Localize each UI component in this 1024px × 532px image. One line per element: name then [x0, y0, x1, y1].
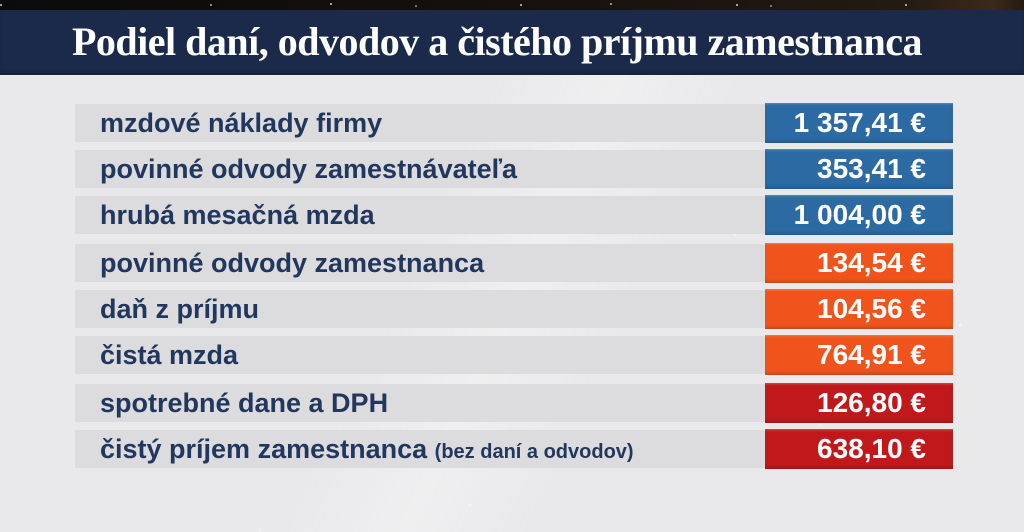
row-value: 104,56 €	[765, 289, 953, 329]
row-label: povinné odvody zamestnanca	[75, 244, 484, 282]
row-label-note: (bez daní a odvodov)	[434, 441, 634, 463]
row-label-text: daň z príjmu	[100, 294, 260, 324]
table-row: čistý príjem zamestnanca (bez daní a odv…	[75, 429, 953, 469]
table-row: povinné odvody zamestnávateľa 353,41 €	[75, 149, 953, 189]
table-row: hrubá mesačná mzda 1 004,00 €	[75, 195, 953, 235]
row-label-text: povinné odvody zamestnanca	[100, 248, 485, 278]
table-row: spotrebné dane a DPH 126,80 €	[75, 383, 953, 423]
content-area: mzdové náklady firmy 1 357,41 € povinné …	[0, 75, 1024, 532]
row-label: spotrebné dane a DPH	[75, 384, 388, 422]
row-label-text: čistý príjem zamestnanca	[100, 434, 428, 464]
background-photo-strip	[0, 0, 1024, 10]
row-label: povinné odvody zamestnávateľa	[75, 150, 517, 188]
row-value: 353,41 €	[765, 149, 953, 189]
row-value: 1 357,41 €	[765, 103, 953, 143]
table-row: mzdové náklady firmy 1 357,41 €	[75, 103, 953, 143]
table-row: čistá mzda 764,91 €	[75, 335, 953, 375]
title-bar: Podiel daní, odvodov a čistého príjmu za…	[0, 10, 1024, 75]
row-value: 134,54 €	[765, 243, 953, 283]
row-value: 638,10 €	[765, 429, 953, 469]
page-title: Podiel daní, odvodov a čistého príjmu za…	[72, 19, 922, 64]
data-table: mzdové náklady firmy 1 357,41 € povinné …	[75, 103, 953, 476]
city-lights-specks	[0, 4, 2, 6]
row-label-text: povinné odvody zamestnávateľa	[100, 154, 518, 184]
row-label-text: spotrebné dane a DPH	[100, 388, 389, 418]
table-row: povinné odvody zamestnanca 134,54 €	[75, 243, 953, 283]
row-label-text: čistá mzda	[100, 340, 239, 370]
row-label: daň z príjmu	[75, 290, 259, 328]
row-value: 126,80 €	[765, 383, 953, 423]
row-label-text: hrubá mesačná mzda	[100, 200, 375, 230]
row-label-text: mzdové náklady firmy	[100, 108, 383, 138]
table-row: daň z príjmu 104,56 €	[75, 289, 953, 329]
row-label: čistá mzda	[75, 336, 238, 374]
row-label: mzdové náklady firmy	[75, 104, 382, 142]
row-value: 764,91 €	[765, 335, 953, 375]
row-label: hrubá mesačná mzda	[75, 196, 375, 234]
row-value: 1 004,00 €	[765, 195, 953, 235]
row-label: čistý príjem zamestnanca (bez daní a odv…	[75, 430, 634, 468]
